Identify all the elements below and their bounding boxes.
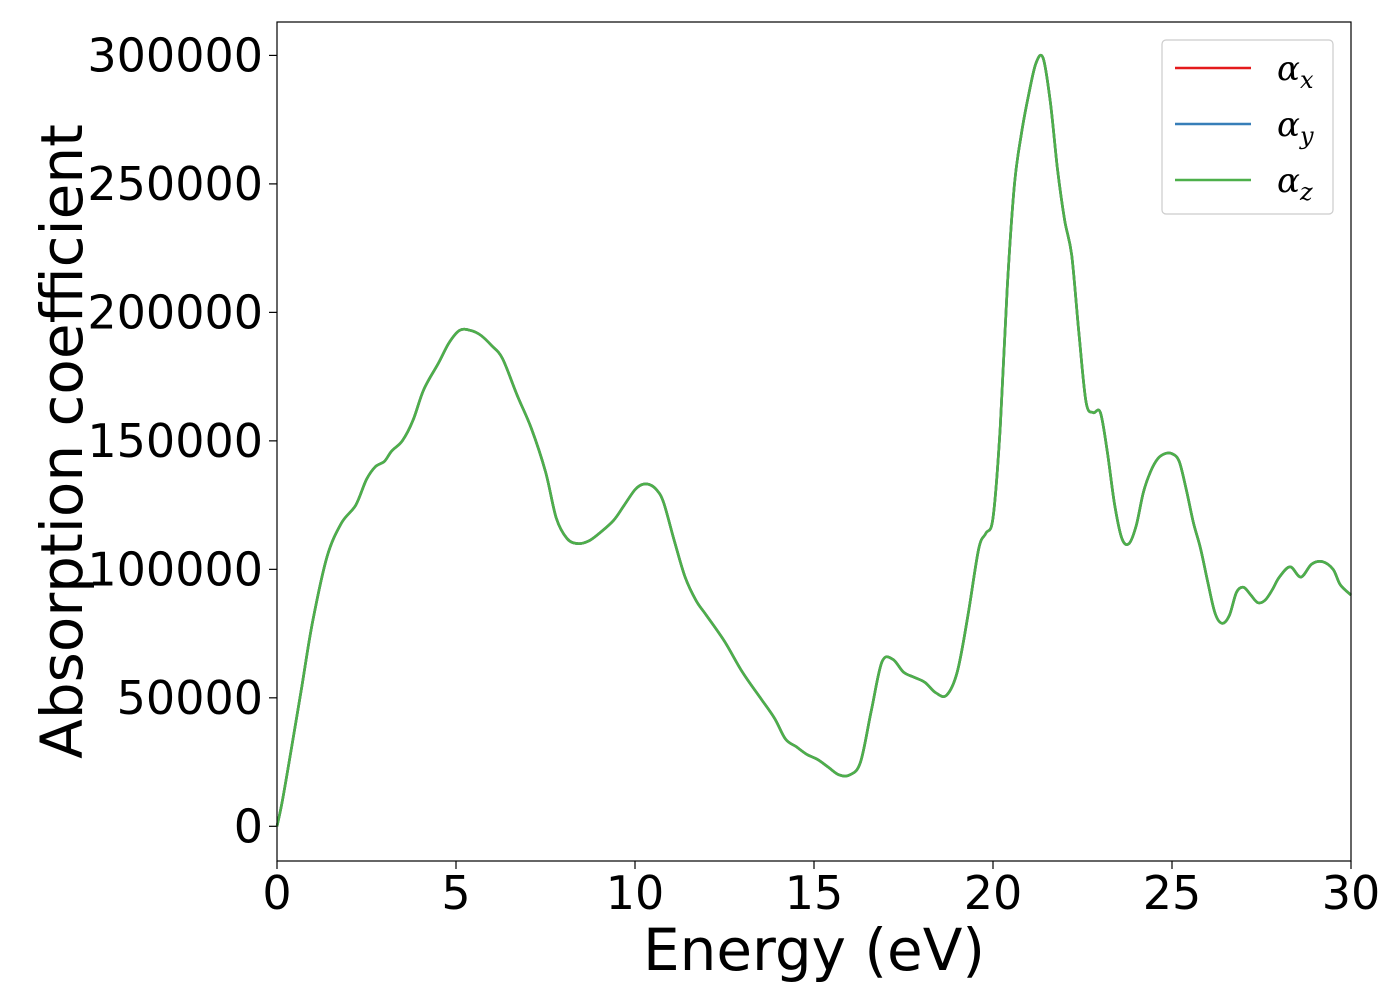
y-tick-label: 200000 [87,285,263,339]
y-tick-label: 100000 [87,542,263,596]
legend-label: αz [1277,161,1313,206]
legend: αx αy αz [1161,39,1334,215]
plot-area-frame [276,21,1352,862]
y-tick-label: 0 [234,799,263,853]
x-tick-label: 15 [785,866,844,920]
y-tick-label: 50000 [117,671,263,725]
y-axis-label: Absorption coefficient [28,124,96,759]
series-line-z [275,53,1352,827]
y-tick-label: 300000 [87,28,263,82]
y-tick-label: 250000 [87,157,263,211]
x-tick-label: 0 [262,866,291,920]
legend-box [1161,39,1334,215]
x-tick-label: 30 [1322,866,1381,920]
x-tick-label: 10 [606,866,665,920]
y-axis-ticks: 0 50000 100000 150000 200000 250000 300000 [87,28,277,853]
legend-label: αx [1277,49,1314,94]
x-tick-label: 5 [441,866,470,920]
legend-label: αy [1277,105,1314,150]
x-tick-label: 20 [964,866,1023,920]
x-axis-label: Energy (eV) [643,916,985,984]
y-tick-label: 150000 [87,414,263,468]
x-tick-label: 25 [1143,866,1202,920]
series-lines [275,53,1352,827]
x-axis-ticks: 0 5 10 15 20 25 30 [262,861,1380,920]
